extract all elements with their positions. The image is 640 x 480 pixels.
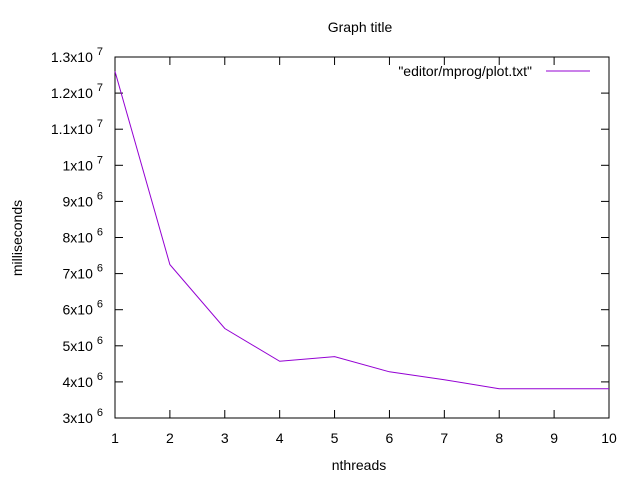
x-tick-label: 9 <box>550 430 558 446</box>
y-tick-label: 4x10 6 <box>63 371 103 390</box>
y-tick-exponent: 6 <box>97 335 103 347</box>
y-tick-exponent: 6 <box>97 299 103 311</box>
y-tick-label: 9x10 6 <box>63 190 103 209</box>
y-tick-mantissa: 6x10 <box>63 302 94 318</box>
y-tick-exponent: 6 <box>97 227 103 239</box>
y-tick-exponent: 7 <box>97 154 103 166</box>
x-tick-label: 7 <box>440 430 448 446</box>
y-tick-label: 8x10 6 <box>63 227 103 246</box>
y-tick-mantissa: 5x10 <box>63 338 94 354</box>
y-tick-exponent: 7 <box>97 46 103 58</box>
y-tick-label: 1.2x10 7 <box>51 82 103 101</box>
y-tick-label: 6x10 6 <box>63 299 103 318</box>
y-tick-label: 1.1x10 7 <box>51 118 103 137</box>
x-tick-label: 2 <box>166 430 174 446</box>
y-tick-mantissa: 4x10 <box>63 374 94 390</box>
y-tick-label: 3x10 6 <box>63 407 103 426</box>
y-tick-mantissa: 3x10 <box>63 410 94 426</box>
legend-label: "editor/mprog/plot.txt" <box>398 63 532 79</box>
y-tick-mantissa: 1.1x10 <box>51 121 93 137</box>
chart-title: Graph title <box>328 19 393 35</box>
y-tick-mantissa: 1x10 <box>63 157 94 173</box>
y-tick-mantissa: 9x10 <box>63 193 94 209</box>
y-tick-exponent: 7 <box>97 82 103 94</box>
y-tick-mantissa: 7x10 <box>63 266 94 282</box>
x-tick-label: 10 <box>601 430 617 446</box>
y-tick-label: 5x10 6 <box>63 335 103 354</box>
y-tick-label: 1.3x10 7 <box>51 46 103 65</box>
y-tick-label: 7x10 6 <box>63 263 103 282</box>
y-tick-exponent: 6 <box>97 190 103 202</box>
x-tick-label: 5 <box>331 430 339 446</box>
x-tick-label: 3 <box>221 430 229 446</box>
x-tick-label: 8 <box>495 430 503 446</box>
y-tick-label: 1x10 7 <box>63 154 103 173</box>
y-tick-exponent: 6 <box>97 407 103 419</box>
y-tick-exponent: 7 <box>97 118 103 130</box>
y-tick-mantissa: 1.3x10 <box>51 49 93 65</box>
y-tick-mantissa: 1.2x10 <box>51 85 93 101</box>
series-line <box>114 71 609 390</box>
y-axis-label: milliseconds <box>9 200 25 276</box>
y-tick-exponent: 6 <box>97 263 103 275</box>
y-tick-exponent: 6 <box>97 371 103 383</box>
y-tick-mantissa: 8x10 <box>63 230 94 246</box>
x-tick-label: 6 <box>386 430 394 446</box>
x-tick-label: 1 <box>111 430 119 446</box>
x-axis-label: nthreads <box>332 457 386 473</box>
x-tick-label: 4 <box>276 430 284 446</box>
